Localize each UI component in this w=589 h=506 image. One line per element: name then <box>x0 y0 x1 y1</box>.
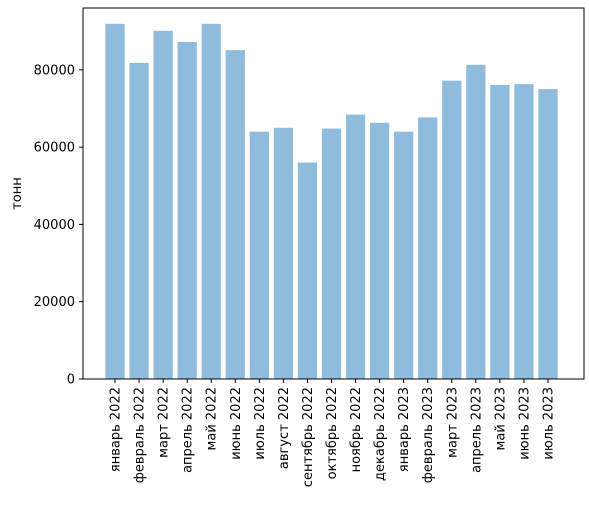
bar <box>297 162 318 379</box>
x-tick-label: декабрь 2022 <box>373 387 388 481</box>
bar <box>466 64 486 379</box>
bar <box>129 62 149 379</box>
bar <box>394 131 414 379</box>
bar <box>418 117 438 380</box>
x-tick-label: май 2022 <box>205 387 220 450</box>
bar <box>345 114 366 379</box>
bar <box>273 127 294 379</box>
x-tick-label: июль 2023 <box>542 387 557 460</box>
x-tick-label: октябрь 2022 <box>325 387 340 479</box>
x-tick-label: июнь 2022 <box>229 387 244 460</box>
y-tick-label: 60000 <box>34 141 75 156</box>
bar <box>225 50 245 380</box>
x-tick-label: июль 2022 <box>253 387 268 460</box>
x-tick-label: ноябрь 2022 <box>349 387 364 472</box>
bar <box>105 23 125 380</box>
bar <box>442 80 462 380</box>
y-axis-label: тонн <box>10 177 25 210</box>
bar <box>538 89 558 379</box>
bar <box>249 131 269 379</box>
y-tick-label: 80000 <box>34 63 75 78</box>
y-tick-label: 20000 <box>34 295 75 310</box>
x-tick-label: январь 2023 <box>397 387 412 472</box>
x-tick-label: август 2022 <box>277 387 292 469</box>
y-tick-label: 0 <box>67 373 75 388</box>
x-tick-label: февраль 2022 <box>133 387 148 483</box>
bar <box>490 84 510 379</box>
x-tick-label: июнь 2023 <box>517 387 532 460</box>
y-axis-ticks: 0 20000 40000 60000 80000 <box>34 63 83 388</box>
x-tick-label: сентябрь 2022 <box>301 387 316 487</box>
x-tick-label: май 2023 <box>493 387 508 450</box>
bar <box>514 84 534 379</box>
x-tick-label: март 2022 <box>157 387 172 458</box>
bar <box>177 42 197 379</box>
plot-frame <box>82 7 585 380</box>
bar <box>321 128 342 379</box>
x-tick-label: апрель 2022 <box>181 387 196 473</box>
x-tick-label: февраль 2023 <box>421 387 436 483</box>
x-tick-label: апрель 2023 <box>469 387 484 473</box>
x-tick-label: январь 2022 <box>109 387 124 472</box>
bar <box>201 23 221 380</box>
bar <box>153 30 173 380</box>
x-tick-label: март 2023 <box>445 387 460 458</box>
x-axis-ticks: январь 2022 февраль 2022 март 2022 апрель 2… <box>109 379 557 487</box>
bars-group <box>105 23 558 380</box>
y-tick-label: 40000 <box>34 218 75 233</box>
bar <box>369 122 390 379</box>
